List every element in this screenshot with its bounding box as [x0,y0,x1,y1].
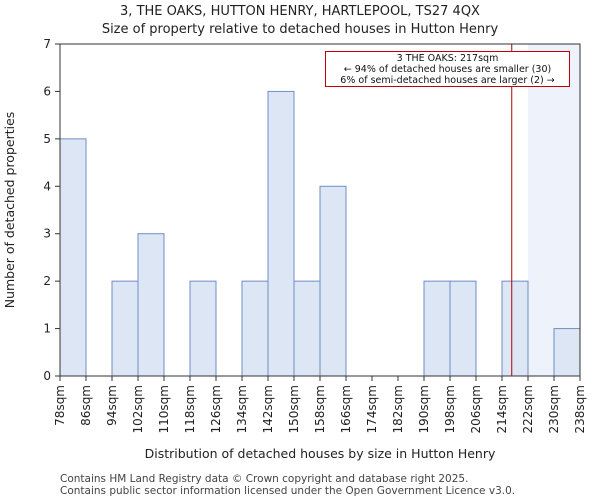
y-tick-label: 0 [43,369,51,383]
y-tick-label: 5 [43,132,51,146]
y-tick-label: 1 [43,322,51,336]
histogram-bar [241,280,269,377]
x-tick-label: 230sqm [547,385,561,433]
histogram-bar [111,280,139,377]
x-tick-label: 206sqm [469,385,483,433]
x-tick-label: 158sqm [313,385,327,433]
x-tick-label: 94sqm [105,385,119,426]
x-tick-label: 110sqm [157,385,171,433]
x-tick-label: 198sqm [443,385,457,433]
histogram-bar [189,280,217,377]
y-tick-label: 6 [43,84,51,98]
footer-licence: Contains public sector information licen… [60,485,516,497]
x-tick-label: 222sqm [521,385,535,433]
histogram-bar [553,328,581,377]
x-tick-label: 102sqm [131,385,145,433]
y-tick-label: 2 [43,274,51,288]
annotation-line-smaller: ← 94% of detached houses are smaller (30… [343,64,552,75]
chart-title-line2: Size of property relative to detached ho… [101,22,499,37]
x-tick-label: 190sqm [417,385,431,433]
y-tick-label: 7 [43,37,51,51]
x-tick-label: 86sqm [79,385,93,426]
highlight-region [528,44,580,376]
histogram-bar [137,233,165,377]
chart-title-line1: 3, THE OAKS, HUTTON HENRY, HARTLEPOOL, T… [120,4,480,19]
x-tick-label: 134sqm [235,385,249,433]
annotation-line-property: 3 THE OAKS: 217sqm [396,53,499,64]
histogram-bar [319,185,347,377]
histogram-bar [293,280,321,377]
x-tick-label: 174sqm [365,385,379,433]
histogram-bar [449,280,477,377]
x-axis-label: Distribution of detached houses by size … [145,446,496,461]
histogram-bar [423,280,451,377]
x-tick-label: 214sqm [495,385,509,433]
x-tick-label: 166sqm [339,385,353,433]
x-tick-label: 182sqm [391,385,405,433]
x-tick-label: 238sqm [573,385,587,433]
x-tick-label: 78sqm [53,385,67,426]
x-tick-label: 150sqm [287,385,301,433]
annotation-line-larger: 6% of semi-detached houses are larger (2… [340,75,555,86]
x-tick-label: 142sqm [261,385,275,433]
footer-copyright: Contains HM Land Registry data © Crown c… [60,473,469,485]
y-tick-label: 4 [43,179,51,193]
property-annotation-box: 3 THE OAKS: 217sqm ← 94% of detached hou… [325,51,570,87]
x-tick-label: 126sqm [209,385,223,433]
histogram-bar [59,138,87,377]
histogram-bar [501,280,529,377]
histogram-bar [267,90,295,377]
x-tick-label: 118sqm [183,385,197,433]
y-tick-label: 3 [43,227,51,241]
y-axis-label: Number of detached properties [2,112,17,309]
